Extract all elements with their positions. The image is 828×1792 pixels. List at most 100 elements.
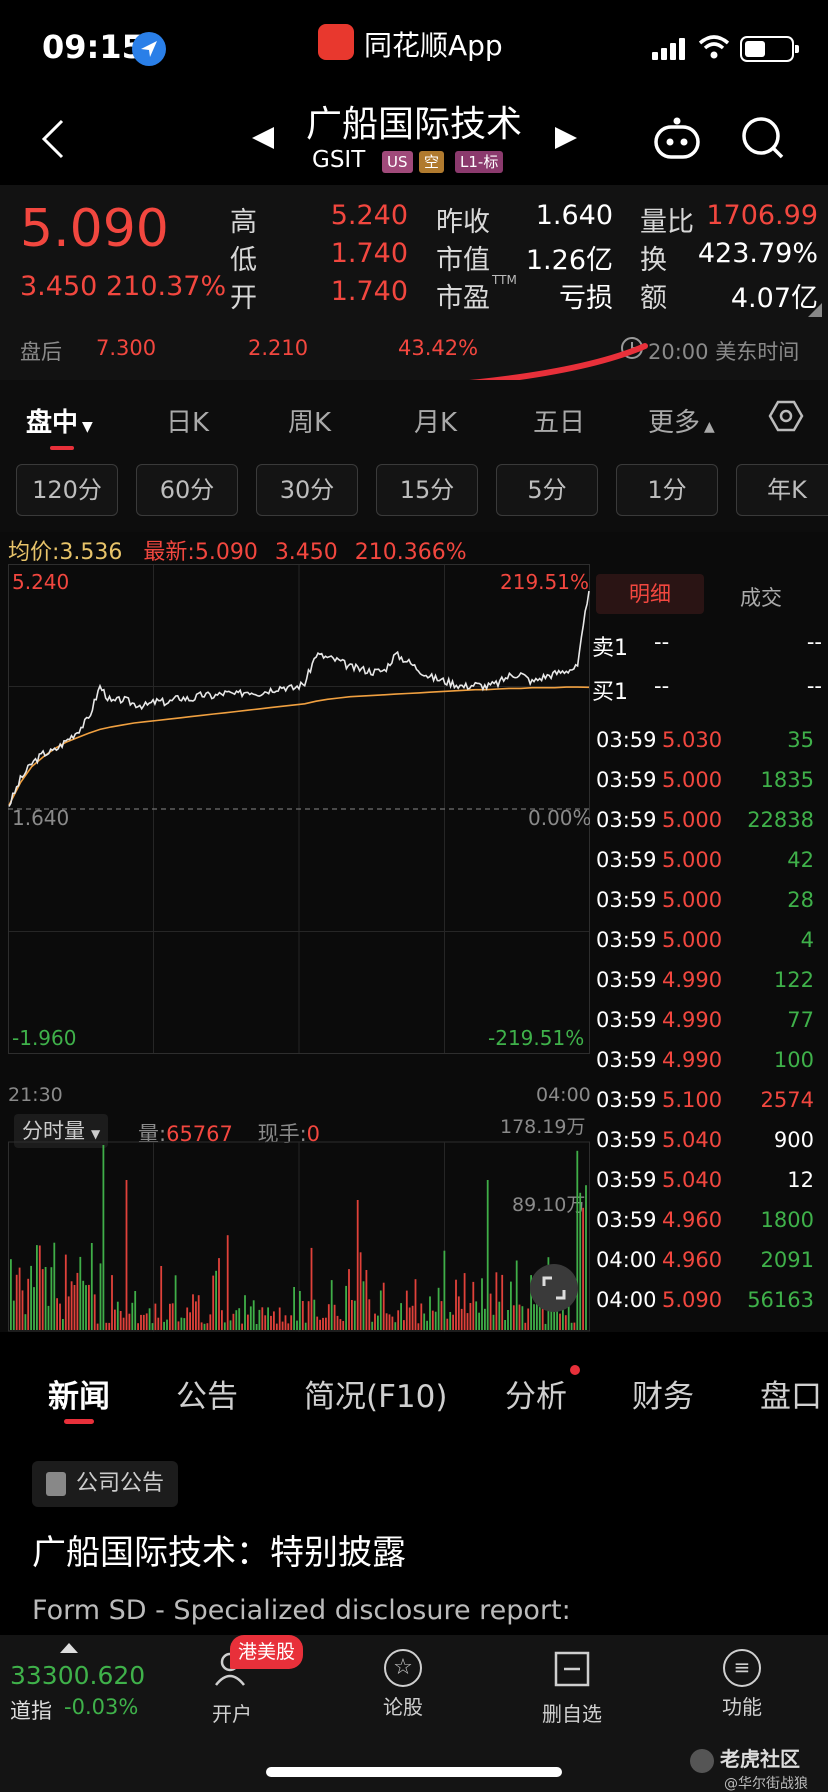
volume-bar <box>215 1270 217 1330</box>
tab-news[interactable]: 新闻 <box>48 1379 110 1415</box>
functions-button[interactable]: ≡ 功能 <box>682 1635 802 1720</box>
search-icon[interactable] <box>740 115 786 165</box>
volume-bar <box>163 1321 165 1330</box>
tab-announcements[interactable]: 公告 <box>176 1379 238 1415</box>
tab-monthly-k[interactable]: 月K <box>414 408 458 438</box>
trade-time: 03:59 <box>596 708 657 712</box>
volume-bar <box>437 1287 440 1330</box>
tab-intraday[interactable]: 盘中 ▼ <box>26 402 93 439</box>
tab-analysis[interactable]: 分析 <box>505 1379 567 1415</box>
after-hours-time: 20:00 美东时间 <box>648 340 800 364</box>
volume-bar <box>440 1301 443 1330</box>
level-tag: L1-标 <box>455 151 504 173</box>
volume-bar <box>457 1296 460 1330</box>
volume-bar <box>177 1321 180 1330</box>
volume-bar <box>351 1300 353 1330</box>
volume-bar <box>241 1323 243 1330</box>
volume-bar <box>431 1310 434 1330</box>
tab-more[interactable]: 更多 ▲ <box>648 402 715 439</box>
volume-bar <box>281 1321 284 1330</box>
trade-list: 03:595.00073703:595.0303503:595.00018350… <box>590 708 828 1331</box>
tab-order-book[interactable]: 盘口 <box>760 1379 822 1415</box>
tab-financials[interactable]: 财务 <box>632 1379 694 1415</box>
interval-5m-button[interactable]: 5分 <box>496 464 598 516</box>
volume-bar <box>342 1321 345 1330</box>
trade-row: 04:00 5.090 56163 <box>590 1280 828 1320</box>
volume-bar <box>377 1315 379 1330</box>
volume-bar <box>481 1278 483 1330</box>
volume-bar <box>339 1319 342 1330</box>
volume-bar <box>169 1303 171 1330</box>
index-value[interactable]: 33300.620 <box>10 1661 146 1690</box>
tab-daily-k[interactable]: 日K <box>166 408 210 438</box>
fullscreen-button[interactable] <box>530 1264 578 1312</box>
volume-bar <box>501 1274 504 1330</box>
volume-bar <box>41 1269 44 1330</box>
volume-bar <box>466 1313 469 1330</box>
interval-60m-button[interactable]: 60分 <box>136 464 238 516</box>
volume-bar <box>562 1293 564 1330</box>
settings-hexagon-icon[interactable] <box>768 398 804 438</box>
interval-120m-button[interactable]: 120分 <box>16 464 118 516</box>
news-title: 广船国际技术：特别披露 <box>32 1533 406 1573</box>
detail-tab-trades[interactable]: 成交 <box>740 586 782 610</box>
volume-bar <box>209 1314 212 1330</box>
volume-bar <box>564 1315 567 1330</box>
volume-bar <box>235 1310 238 1330</box>
tiger-icon <box>690 1748 714 1773</box>
interval-15m-button[interactable]: 15分 <box>376 464 478 516</box>
pe-label: 市盈 <box>436 283 490 314</box>
volume-bar <box>125 1180 128 1330</box>
volume-bar <box>299 1291 301 1330</box>
volume-bar <box>536 1282 538 1330</box>
ticker: GSIT <box>312 147 366 173</box>
turnover-value: 423.79% <box>697 238 818 269</box>
news-item[interactable]: 公司公告 广船国际技术：特别披露 Form SD - Specialized d… <box>0 1445 828 1635</box>
expand-icon <box>542 1276 566 1300</box>
volume-bar <box>368 1299 371 1330</box>
expand-corner-icon[interactable] <box>808 303 822 317</box>
price-line-chart[interactable] <box>8 564 590 1054</box>
caret-up-icon: ▲ <box>704 419 715 435</box>
trade-qty: 77 <box>787 1008 814 1032</box>
interval-1m-button[interactable]: 1分 <box>616 464 718 516</box>
trade-price: 5.090 <box>662 1288 723 1312</box>
prev-stock-arrow-icon[interactable] <box>250 125 276 155</box>
volume-bar <box>524 1322 527 1330</box>
interval-year-k-button[interactable]: 年K <box>736 464 828 516</box>
volume-bar <box>174 1275 177 1330</box>
back-chevron-icon[interactable] <box>40 117 66 165</box>
robot-assistant-icon[interactable] <box>652 115 702 167</box>
next-stock-arrow-icon[interactable] <box>553 125 579 155</box>
trade-qty: 28 <box>787 888 814 912</box>
volume-bar <box>160 1266 163 1330</box>
remove-watchlist-button[interactable]: 删自选 <box>512 1635 632 1727</box>
volume-bar <box>472 1281 475 1330</box>
detail-tab-active[interactable]: 明细 <box>596 574 704 614</box>
trade-time: 03:59 <box>596 1208 657 1232</box>
tab-profile-f10[interactable]: 简况(F10) <box>304 1379 448 1415</box>
tab-weekly-k[interactable]: 周K <box>288 408 332 438</box>
volume-bar <box>67 1296 70 1330</box>
volume-bar <box>140 1314 142 1330</box>
volume-bar <box>200 1322 203 1330</box>
pe-ttm-sup: TTM <box>492 273 517 287</box>
latest-value: 5.090 <box>194 540 258 565</box>
volume-bar <box>12 1300 15 1330</box>
battery-icon <box>740 36 799 62</box>
volume-bar <box>88 1284 90 1330</box>
volume-bar <box>122 1317 125 1330</box>
volume-bar <box>579 1192 582 1330</box>
volume-bar <box>455 1279 457 1330</box>
volume-bar <box>512 1305 515 1330</box>
remove-square-icon <box>554 1651 590 1687</box>
trade-price: 4.990 <box>662 1008 723 1032</box>
forum-button[interactable]: ☆ 论股 <box>343 1635 463 1720</box>
tab-five-day[interactable]: 五日 <box>533 408 586 438</box>
trade-qty: 12 <box>787 1168 814 1192</box>
volume-bar <box>151 1323 154 1330</box>
volume-bar <box>504 1320 506 1330</box>
buy1-label: 买1 <box>592 680 628 705</box>
volume-bar <box>319 1319 321 1330</box>
interval-30m-button[interactable]: 30分 <box>256 464 358 516</box>
